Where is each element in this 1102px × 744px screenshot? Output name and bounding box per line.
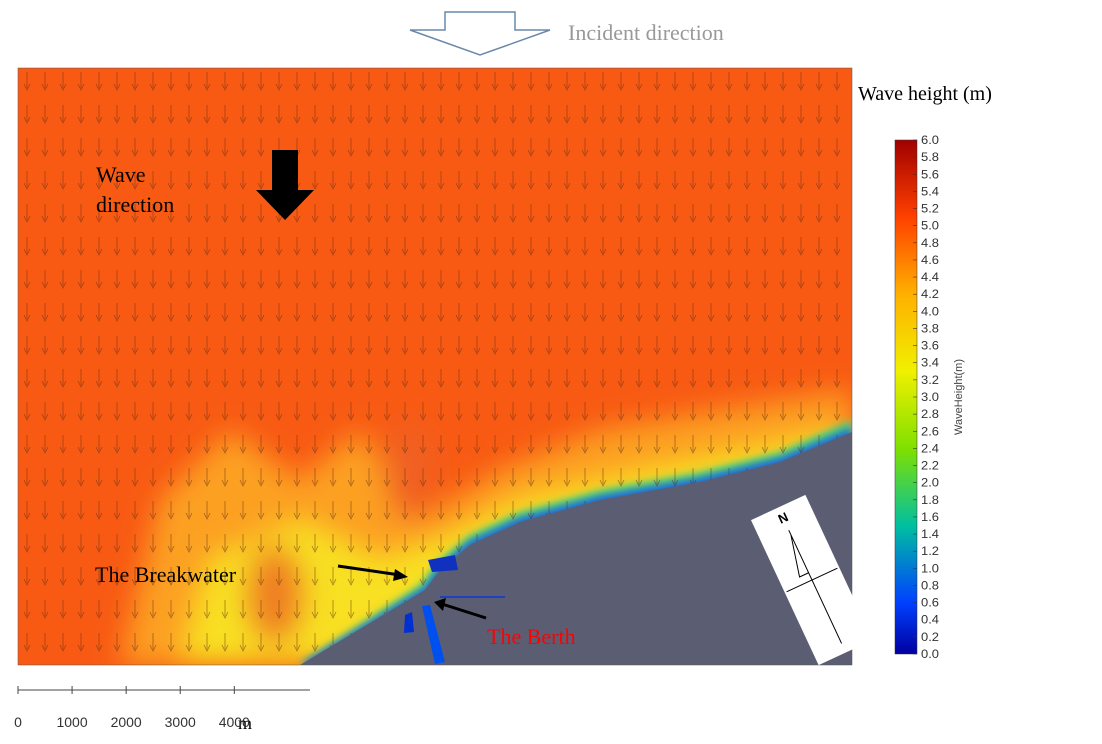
- colorbar-tick-label: 2.8: [921, 407, 939, 421]
- colorbar-tick-label: 1.4: [921, 527, 939, 541]
- incident-arrow: [409, 11, 551, 56]
- pointer: [434, 598, 446, 611]
- scale-tick-label: 4000: [219, 714, 250, 730]
- colorbar-tick-label: 3.8: [921, 321, 939, 335]
- scale-tick-label: 3000: [165, 714, 196, 730]
- colorbar-tick-label: 3.2: [921, 373, 939, 387]
- colorbar-tick-label: 5.8: [921, 150, 939, 164]
- colorbar-tick-label: 0.8: [921, 578, 939, 592]
- pointer: [337, 564, 401, 577]
- scale-tick-label: 2000: [111, 714, 142, 730]
- scale-unit: m: [238, 713, 252, 733]
- colorbar-tick-label: 2.4: [921, 441, 939, 455]
- colorbar-tick-label: 0.6: [921, 596, 939, 610]
- colorbar-title: Wave height (m): [858, 83, 992, 105]
- pointer: [441, 602, 487, 620]
- colorbar-tick-label: 1.0: [921, 561, 939, 575]
- colorbar-tick-label: 3.6: [921, 339, 939, 353]
- colorbar-tick-label: 1.6: [921, 510, 939, 524]
- colorbar-tick-label: 6.0: [921, 133, 939, 147]
- compass: N: [751, 494, 873, 666]
- annotation: Wave: [96, 162, 146, 187]
- colorbar-tick-label: 4.8: [921, 236, 939, 250]
- colorbar-label: WaveHeight(m): [953, 359, 965, 435]
- colorbar-tick-label: 1.8: [921, 493, 939, 507]
- colorbar-tick-label: 3.4: [921, 356, 939, 370]
- colorbar-tick-label: 0.4: [921, 613, 939, 627]
- wave-map: [18, 68, 852, 665]
- colorbar-tick-label: 1.2: [921, 544, 939, 558]
- colorbar-tick-label: 3.0: [921, 390, 939, 404]
- colorbar-tick-label: 5.6: [921, 167, 939, 181]
- colorbar-tick-label: 4.6: [921, 253, 939, 267]
- colorbar-tick-label: 4.2: [921, 287, 939, 301]
- scale-tick-label: 0: [14, 714, 22, 730]
- annotation: The Berth: [487, 624, 576, 649]
- colorbar-tick-label: 0.0: [921, 647, 939, 661]
- colorbar-tick-label: 5.0: [921, 219, 939, 233]
- scale-tick-label: 1000: [56, 714, 87, 730]
- wave-arrow: [256, 150, 314, 220]
- colorbar-tick-label: 4.0: [921, 304, 939, 318]
- colorbar-tick-label: 5.2: [921, 202, 939, 216]
- pointer: [393, 569, 408, 581]
- colorbar-tick-label: 5.4: [921, 184, 939, 198]
- annotation: direction: [96, 192, 174, 217]
- colorbar-tick-label: 0.2: [921, 630, 939, 644]
- colorbar-tick-label: 2.2: [921, 459, 939, 473]
- colorbar-tick-label: 4.4: [921, 270, 939, 284]
- colorbar-tick-label: 2.6: [921, 424, 939, 438]
- colorbar-tick-label: 2.0: [921, 476, 939, 490]
- incident-label: Incident direction: [568, 20, 724, 45]
- annotation: The Breakwater: [95, 562, 237, 587]
